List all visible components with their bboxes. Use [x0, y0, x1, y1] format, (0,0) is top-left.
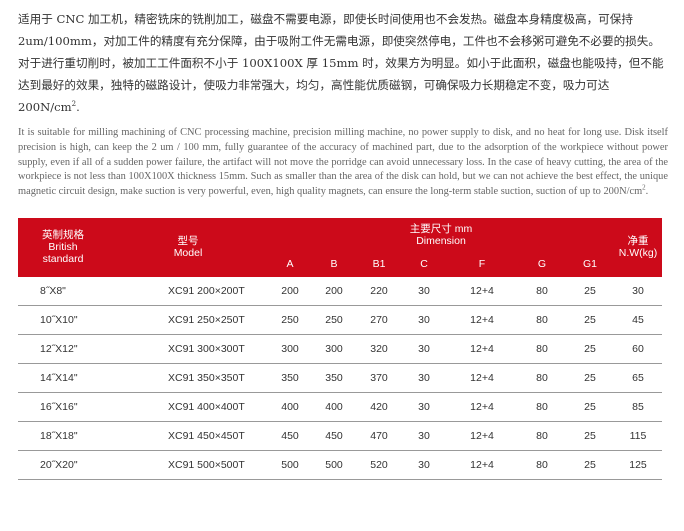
table-cell: 220: [356, 276, 402, 306]
header-dim-g1: G1: [566, 251, 614, 277]
table-cell: 60: [614, 334, 662, 364]
intro-chinese-text: 适用于 CNC 加工机，精密铣床的铣削加工，磁盘不需要电源，即使长时间使用也不会…: [18, 12, 664, 114]
table-cell: 12+4: [446, 363, 518, 393]
table-cell: 470: [356, 421, 402, 451]
spec-table: 英制规格 British standard 型号 Model 主要尺寸 mm Dimen…: [18, 217, 662, 480]
table-cell: 12+4: [446, 305, 518, 335]
table-row: 20˝X20" XC91 500×500T 500 500 520 30 12+4 80 25 1…: [18, 450, 662, 480]
table-cell: 200: [268, 276, 312, 306]
table-cell: XC91 450×450T: [108, 421, 268, 451]
table-cell: 30: [402, 334, 446, 364]
table-cell: 30: [402, 363, 446, 393]
header-dimension: 主要尺寸 mm Dimension: [268, 217, 614, 252]
intro-english-text: It is suitable for milling machining of …: [18, 127, 668, 198]
header-weight: 净重 N.W(kg): [614, 217, 662, 277]
table-cell: XC91 500×500T: [108, 450, 268, 480]
table-row: 12˝X12" XC91 300×300T 300 300 320 30 12+4 80 25 6…: [18, 334, 662, 364]
table-cell: 25: [566, 421, 614, 451]
table-cell: 500: [268, 450, 312, 480]
header-dim-f: F: [446, 251, 518, 277]
intro-chinese: 适用于 CNC 加工机，精密铣床的铣削加工，磁盘不需要电源，即使长时间使用也不会…: [18, 12, 664, 114]
table-cell: 8˝X8": [18, 276, 108, 306]
table-cell: 320: [356, 334, 402, 364]
table-cell: 450: [268, 421, 312, 451]
header-dim-g: G: [518, 251, 566, 277]
table-cell: XC91 300×300T: [108, 334, 268, 364]
table-cell: 80: [518, 421, 566, 451]
table-row: 16˝X16" XC91 400×400T 400 400 420 30 12+4 80 25 8…: [18, 392, 662, 422]
table-cell: 80: [518, 392, 566, 422]
table-cell: 25: [566, 276, 614, 306]
table-cell: 400: [268, 392, 312, 422]
table-cell: 200: [312, 276, 356, 306]
table-cell: 18˝X18": [18, 421, 108, 451]
table-cell: 500: [312, 450, 356, 480]
table-cell: XC91 400×400T: [108, 392, 268, 422]
superscript: 2: [642, 183, 646, 192]
table-cell: 45: [614, 305, 662, 335]
table-cell: 80: [518, 305, 566, 335]
table-row: 8˝X8" XC91 200×200T 200 200 220 30 12+4 80 25 30: [18, 276, 662, 306]
table-cell: 520: [356, 450, 402, 480]
header-dim-b: B: [312, 251, 356, 277]
table-cell: 12+4: [446, 276, 518, 306]
page: 适用于 CNC 加工机，精密铣床的铣削加工，磁盘不需要电源，即使长时间使用也不会…: [18, 12, 668, 480]
table-cell: 300: [268, 334, 312, 364]
table-cell: 30: [402, 305, 446, 335]
table-cell: 30: [402, 450, 446, 480]
table-cell: 14˝X14": [18, 363, 108, 393]
table-cell: XC91 200×200T: [108, 276, 268, 306]
table-cell: 12+4: [446, 421, 518, 451]
table-cell: 30: [614, 276, 662, 306]
table-cell: 25: [566, 334, 614, 364]
table-cell: 80: [518, 363, 566, 393]
table-cell: 25: [566, 392, 614, 422]
table-cell: 12˝X12": [18, 334, 108, 364]
table-cell: 12+4: [446, 334, 518, 364]
table-cell: 250: [312, 305, 356, 335]
header-model: 型号 Model: [108, 217, 268, 277]
table-cell: 16˝X16": [18, 392, 108, 422]
table-cell: 450: [312, 421, 356, 451]
table-cell: 85: [614, 392, 662, 422]
table-cell: 270: [356, 305, 402, 335]
table-cell: 370: [356, 363, 402, 393]
table-cell: 420: [356, 392, 402, 422]
table-cell: 25: [566, 305, 614, 335]
table-cell: 12+4: [446, 450, 518, 480]
header-dim-a: A: [268, 251, 312, 277]
table-cell: 80: [518, 276, 566, 306]
table-cell: XC91 250×250T: [108, 305, 268, 335]
superscript: 2: [71, 100, 77, 109]
table-cell: 350: [268, 363, 312, 393]
table-cell: XC91 350×350T: [108, 363, 268, 393]
table-cell: 125: [614, 450, 662, 480]
table-cell: 10˝X10": [18, 305, 108, 335]
table-cell: 12+4: [446, 392, 518, 422]
table-cell: 80: [518, 334, 566, 364]
intro-english: It is suitable for milling machining of …: [18, 127, 668, 198]
table-cell: 80: [518, 450, 566, 480]
header-dim-c: C: [402, 251, 446, 277]
table-cell: 300: [312, 334, 356, 364]
table-cell: 350: [312, 363, 356, 393]
table-cell: 25: [566, 450, 614, 480]
table-cell: 115: [614, 421, 662, 451]
table-cell: 20˝X20": [18, 450, 108, 480]
table-cell: 250: [268, 305, 312, 335]
table-row: 14˝X14" XC91 350×350T 350 350 370 30 12+4 80 25 6…: [18, 363, 662, 393]
header-dim-b1: B1: [356, 251, 402, 277]
table-cell: 30: [402, 276, 446, 306]
table-row: 10˝X10" XC91 250×250T 250 250 270 30 12+4 80 25 4…: [18, 305, 662, 335]
table-row: 18˝X18" XC91 450×450T 450 450 470 30 12+4 80 25 1…: [18, 421, 662, 451]
table-cell: 25: [566, 363, 614, 393]
table-cell: 400: [312, 392, 356, 422]
table-cell: 30: [402, 421, 446, 451]
table-cell: 30: [402, 392, 446, 422]
table-cell: 65: [614, 363, 662, 393]
header-british: 英制规格 British standard: [18, 217, 108, 277]
